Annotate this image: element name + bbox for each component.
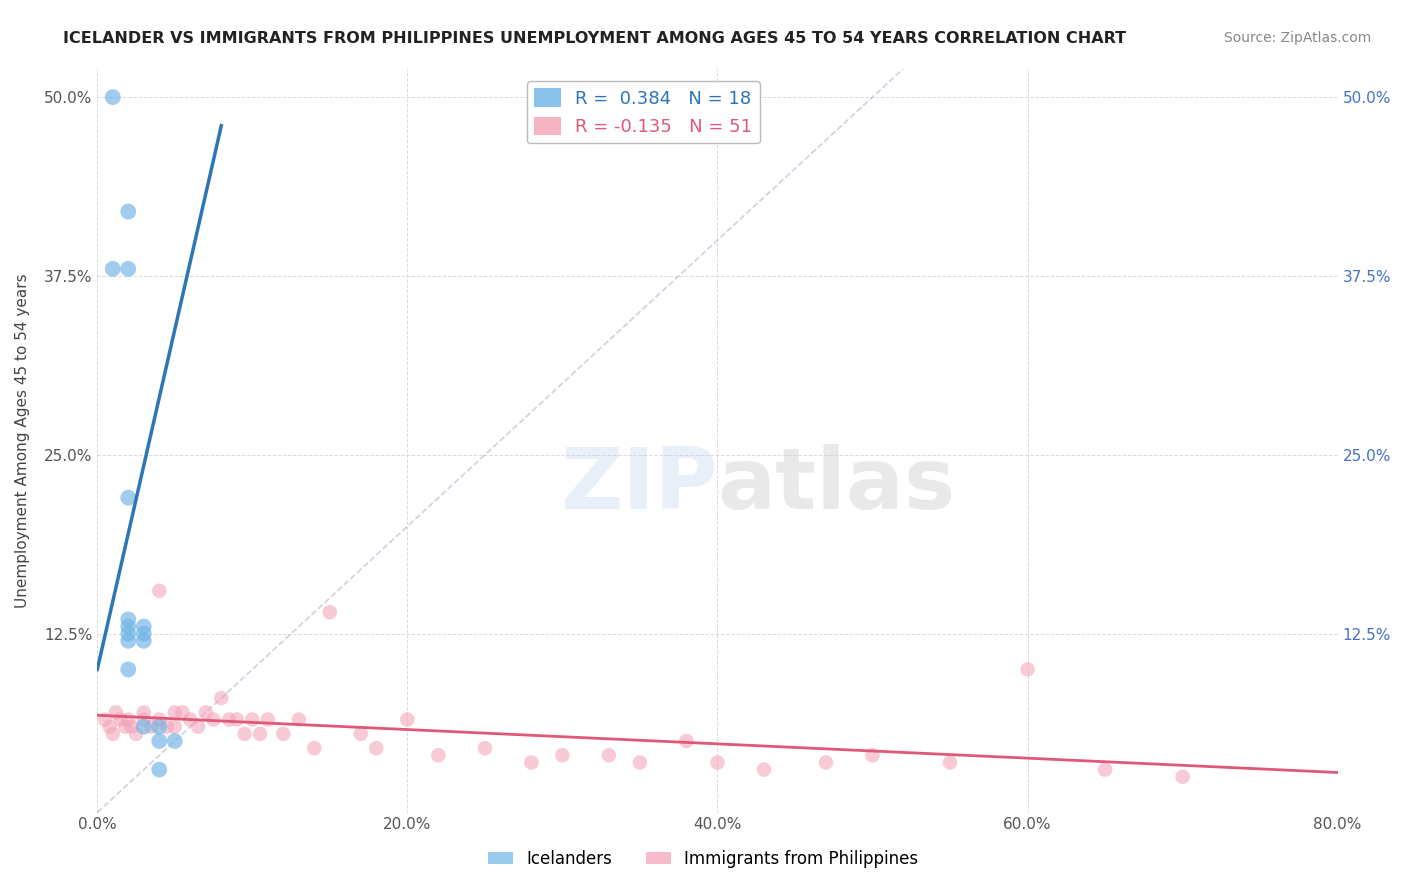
Point — [117, 713, 139, 727]
Point — [117, 626, 139, 640]
Point — [117, 204, 139, 219]
Point — [862, 748, 884, 763]
Point — [233, 727, 256, 741]
Point — [209, 691, 232, 706]
Point — [141, 720, 163, 734]
Text: atlas: atlas — [717, 443, 956, 526]
Point — [179, 713, 201, 727]
Point — [350, 727, 373, 741]
Point — [132, 713, 155, 727]
Point — [194, 706, 217, 720]
Point — [240, 713, 263, 727]
Point — [304, 741, 326, 756]
Point — [125, 727, 148, 741]
Point — [172, 706, 194, 720]
Y-axis label: Unemployment Among Ages 45 to 54 years: Unemployment Among Ages 45 to 54 years — [15, 273, 30, 607]
Point — [366, 741, 388, 756]
Point — [114, 720, 136, 734]
Point — [117, 612, 139, 626]
Point — [427, 748, 450, 763]
Point — [132, 626, 155, 640]
Point — [148, 583, 170, 598]
Point — [101, 261, 124, 276]
Point — [396, 713, 419, 727]
Point — [117, 633, 139, 648]
Point — [117, 663, 139, 677]
Point — [675, 734, 697, 748]
Point — [598, 748, 620, 763]
Point — [1171, 770, 1194, 784]
Point — [814, 756, 837, 770]
Point — [202, 713, 225, 727]
Point — [706, 756, 728, 770]
Point — [117, 491, 139, 505]
Point — [120, 720, 142, 734]
Point — [117, 619, 139, 633]
Point — [148, 734, 170, 748]
Point — [163, 706, 186, 720]
Point — [101, 90, 124, 104]
Point — [628, 756, 651, 770]
Point — [939, 756, 962, 770]
Legend: R =  0.384   N = 18, R = -0.135   N = 51: R = 0.384 N = 18, R = -0.135 N = 51 — [526, 81, 759, 144]
Point — [474, 741, 496, 756]
Text: ZIP: ZIP — [560, 443, 717, 526]
Point — [94, 713, 117, 727]
Point — [98, 720, 121, 734]
Point — [132, 633, 155, 648]
Point — [271, 727, 294, 741]
Point — [1094, 763, 1116, 777]
Point — [288, 713, 311, 727]
Point — [520, 756, 543, 770]
Legend: Icelanders, Immigrants from Philippines: Icelanders, Immigrants from Philippines — [481, 844, 925, 875]
Point — [104, 706, 127, 720]
Point — [132, 706, 155, 720]
Point — [148, 713, 170, 727]
Point — [249, 727, 271, 741]
Point — [132, 619, 155, 633]
Point — [319, 605, 342, 619]
Point — [117, 261, 139, 276]
Text: ICELANDER VS IMMIGRANTS FROM PHILIPPINES UNEMPLOYMENT AMONG AGES 45 TO 54 YEARS : ICELANDER VS IMMIGRANTS FROM PHILIPPINES… — [63, 31, 1126, 46]
Point — [256, 713, 278, 727]
Point — [148, 763, 170, 777]
Point — [156, 720, 179, 734]
Text: Source: ZipAtlas.com: Source: ZipAtlas.com — [1223, 31, 1371, 45]
Point — [163, 734, 186, 748]
Point — [110, 713, 132, 727]
Point — [225, 713, 247, 727]
Point — [132, 720, 155, 734]
Point — [187, 720, 209, 734]
Point — [752, 763, 775, 777]
Point — [551, 748, 574, 763]
Point — [148, 720, 170, 734]
Point — [218, 713, 240, 727]
Point — [163, 720, 186, 734]
Point — [1017, 663, 1039, 677]
Point — [101, 727, 124, 741]
